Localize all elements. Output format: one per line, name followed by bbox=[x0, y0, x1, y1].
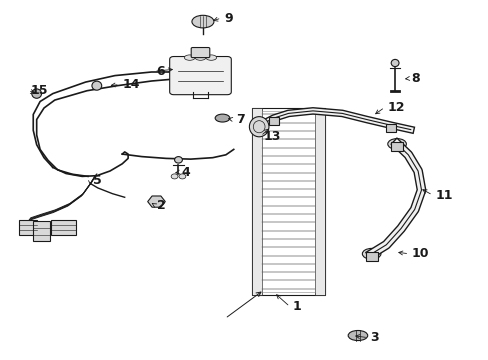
Bar bbox=[261, 111, 315, 292]
Text: 10: 10 bbox=[411, 247, 428, 260]
Ellipse shape bbox=[191, 15, 214, 28]
Ellipse shape bbox=[249, 117, 268, 137]
Bar bbox=[51, 220, 76, 235]
Text: 14: 14 bbox=[122, 78, 140, 91]
Bar bbox=[19, 220, 37, 235]
Text: 4: 4 bbox=[182, 166, 190, 179]
Bar bbox=[386, 124, 395, 132]
Ellipse shape bbox=[174, 157, 182, 163]
Ellipse shape bbox=[92, 81, 102, 90]
Bar bbox=[251, 108, 261, 295]
Polygon shape bbox=[147, 196, 165, 207]
Ellipse shape bbox=[179, 174, 185, 179]
Ellipse shape bbox=[362, 248, 380, 259]
Text: 3: 3 bbox=[370, 331, 379, 344]
Bar bbox=[365, 252, 377, 261]
Text: 12: 12 bbox=[386, 101, 404, 114]
Bar bbox=[251, 108, 325, 295]
Ellipse shape bbox=[32, 89, 41, 98]
Text: 15: 15 bbox=[30, 84, 48, 97]
Ellipse shape bbox=[390, 59, 398, 67]
Text: 9: 9 bbox=[224, 12, 232, 24]
FancyBboxPatch shape bbox=[191, 48, 209, 58]
Text: 1: 1 bbox=[292, 300, 301, 313]
Ellipse shape bbox=[195, 55, 205, 60]
Text: 11: 11 bbox=[434, 189, 452, 202]
Bar bbox=[390, 142, 402, 151]
Bar bbox=[33, 221, 50, 241]
FancyBboxPatch shape bbox=[169, 57, 231, 95]
Text: 5: 5 bbox=[93, 174, 102, 186]
Ellipse shape bbox=[215, 114, 229, 122]
Text: 8: 8 bbox=[411, 72, 420, 85]
Ellipse shape bbox=[184, 55, 195, 60]
Text: 13: 13 bbox=[263, 130, 280, 143]
Text: 2: 2 bbox=[157, 199, 166, 212]
Ellipse shape bbox=[347, 330, 367, 341]
Bar bbox=[268, 117, 278, 125]
Ellipse shape bbox=[205, 55, 216, 60]
Text: 7: 7 bbox=[235, 113, 244, 126]
Bar bbox=[315, 108, 325, 295]
Text: 6: 6 bbox=[156, 65, 165, 78]
Ellipse shape bbox=[171, 174, 178, 179]
Ellipse shape bbox=[387, 139, 406, 149]
